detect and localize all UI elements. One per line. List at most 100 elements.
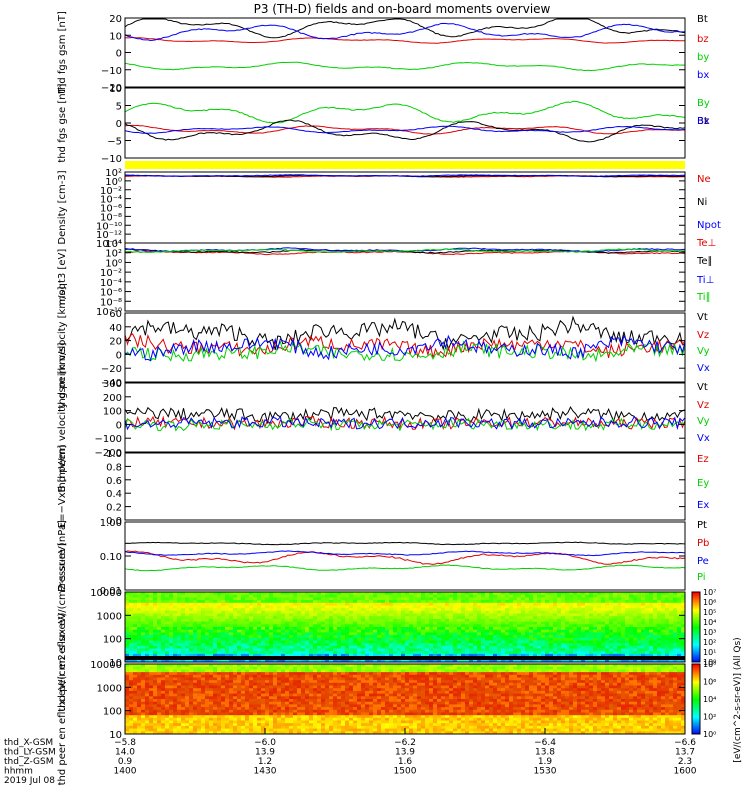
heatmap-cell — [557, 606, 561, 609]
heatmap-cell — [533, 611, 537, 614]
heatmap-cell — [621, 597, 625, 600]
heatmap-cell — [561, 646, 565, 649]
heatmap-cell — [145, 669, 149, 672]
heatmap-cell — [461, 622, 465, 625]
heatmap-cell — [397, 641, 401, 644]
heatmap-cell — [325, 651, 329, 654]
heatmap-cell — [445, 611, 449, 614]
heatmap-cell — [381, 627, 385, 630]
heatmap-cell — [597, 635, 601, 638]
heatmap-cell — [661, 627, 665, 630]
heatmap-cell — [153, 624, 157, 627]
heatmap-cell — [341, 641, 345, 644]
heatmap-cell — [205, 614, 209, 617]
heatmap-cell — [365, 606, 369, 609]
heatmap-cell — [441, 614, 445, 617]
heatmap-cell — [673, 632, 677, 635]
series-line-fgs-gsm-1 — [125, 38, 685, 44]
heatmap-cell — [273, 721, 277, 724]
heatmap-cell — [657, 614, 661, 617]
heatmap-cell — [669, 632, 673, 635]
heatmap-cell — [289, 624, 293, 627]
heatmap-cell — [269, 624, 273, 627]
heatmap-cell — [669, 606, 673, 609]
heatmap-cell — [601, 641, 605, 644]
heatmap-cell — [481, 619, 485, 622]
heatmap-cell — [221, 688, 225, 691]
heatmap-cell — [393, 632, 397, 635]
heatmap-cell — [133, 597, 137, 600]
heatmap-cell — [141, 702, 145, 705]
heatmap-cell — [517, 630, 521, 633]
heatmap-cell — [225, 597, 229, 600]
heatmap-cell — [241, 649, 245, 652]
heatmap-cell — [553, 614, 557, 617]
heatmap-cell — [233, 646, 237, 649]
heatmap-cell — [201, 678, 205, 681]
heatmap-cell — [513, 627, 517, 630]
heatmap-cell — [637, 616, 641, 619]
heatmap-cell — [273, 683, 277, 686]
heatmap-cell — [209, 721, 213, 724]
heatmap-cell — [217, 614, 221, 617]
heatmap-cell — [501, 614, 505, 617]
heatmap-cell — [365, 624, 369, 627]
heatmap-cell — [205, 678, 209, 681]
heatmap-cell — [133, 627, 137, 630]
heatmap-cell — [461, 627, 465, 630]
heatmap-cell — [605, 616, 609, 619]
heatmap-cell — [161, 603, 165, 606]
heatmap-cell — [165, 667, 169, 670]
heatmap-cell — [601, 600, 605, 603]
heatmap-cell — [229, 638, 233, 641]
heatmap-cell — [169, 619, 173, 622]
heatmap-cell — [253, 622, 257, 625]
heatmap-cell — [417, 635, 421, 638]
heatmap-cell — [165, 651, 169, 654]
heatmap-cell — [245, 616, 249, 619]
heatmap-cell — [581, 595, 585, 598]
heatmap-cell — [665, 641, 669, 644]
heatmap-cell — [557, 619, 561, 622]
heatmap-cell — [201, 619, 205, 622]
heatmap-cell — [433, 651, 437, 654]
heatmap-cell — [493, 603, 497, 606]
heatmap-cell — [337, 597, 341, 600]
heatmap-cell — [185, 619, 189, 622]
heatmap-cell — [153, 669, 157, 672]
heatmap-cell — [293, 646, 297, 649]
heatmap-cell — [129, 630, 133, 633]
heatmap-cell — [569, 611, 573, 614]
y-tick-label: 1.0 — [106, 449, 122, 460]
heatmap-cell — [189, 632, 193, 635]
heatmap-cell — [321, 646, 325, 649]
heatmap-cell — [229, 694, 233, 697]
heatmap-cell — [269, 641, 273, 644]
heatmap-cell — [197, 707, 201, 710]
heatmap-cell — [441, 622, 445, 625]
heatmap-cell — [197, 675, 201, 678]
heatmap-cell — [213, 619, 217, 622]
heatmap-cell — [241, 606, 245, 609]
heatmap-cell — [189, 603, 193, 606]
heatmap-cell — [421, 632, 425, 635]
heatmap-cell — [197, 667, 201, 670]
heatmap-cell — [249, 726, 253, 729]
heatmap-cell — [129, 595, 133, 598]
heatmap-cell — [521, 619, 525, 622]
heatmap-cell — [457, 606, 461, 609]
heatmap-cell — [269, 649, 273, 652]
heatmap-cell — [429, 635, 433, 638]
heatmap-cell — [601, 606, 605, 609]
heatmap-cell — [185, 696, 189, 699]
heatmap-cell — [409, 597, 413, 600]
heatmap-cell — [533, 641, 537, 644]
heatmap-cell — [269, 597, 273, 600]
heatmap-cell — [141, 707, 145, 710]
heatmap-cell — [141, 611, 145, 614]
heatmap-cell — [393, 614, 397, 617]
heatmap-cell — [217, 638, 221, 641]
heatmap-cell — [213, 595, 217, 598]
heatmap-cell — [221, 600, 225, 603]
heatmap-cell — [557, 627, 561, 630]
